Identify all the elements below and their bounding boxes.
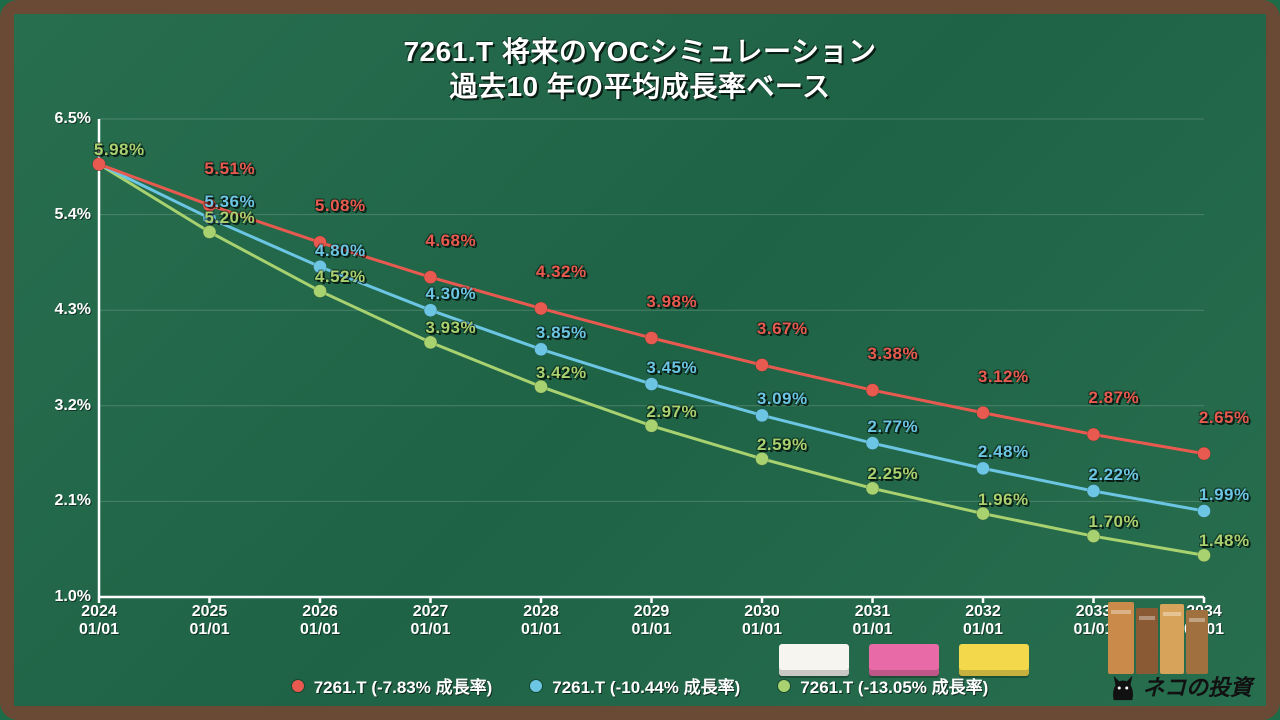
x-tick-label: 203001/01 (742, 603, 782, 640)
legend-item: 7261.T (-13.05% 成長率) (778, 673, 988, 698)
brand-badge: ネコの投資 (1108, 670, 1252, 702)
x-tick-label: 203201/01 (963, 603, 1003, 640)
data-label: 3.42% (536, 363, 587, 383)
legend-label: 7261.T (-10.44% 成長率) (552, 673, 740, 698)
data-label: 2.59% (757, 435, 808, 455)
eraser-decoration (869, 644, 939, 676)
chart-legend: 7261.T (-7.83% 成長率) 7261.T (-10.44% 成長率) 7… (14, 673, 1266, 698)
x-tick-label: 202701/01 (410, 603, 450, 640)
cat-icon (1108, 672, 1138, 702)
eraser-decoration (959, 644, 1029, 676)
legend-item: 7261.T (-10.44% 成長率) (530, 673, 740, 698)
title-line1: 7261.T 将来のYOCシミュレーション (14, 34, 1266, 69)
eraser-decoration (779, 644, 849, 676)
data-label: 4.30% (425, 284, 476, 304)
books-decoration (1106, 599, 1211, 674)
x-tick-label: 202901/01 (631, 603, 671, 640)
x-tick-label: 203101/01 (852, 603, 892, 640)
data-label: 5.08% (315, 196, 366, 216)
data-label: 2.87% (1088, 388, 1139, 408)
data-label: 1.70% (1088, 512, 1139, 532)
data-label: 1.96% (978, 490, 1029, 510)
data-label: 5.98% (94, 140, 145, 160)
x-tick-label: 202501/01 (189, 603, 229, 640)
data-label: 3.67% (757, 319, 808, 339)
brand-text: ネコの投資 (1142, 670, 1252, 702)
title-line2: 過去10 年の平均成長率ベース (14, 69, 1266, 104)
data-label: 3.12% (978, 367, 1029, 387)
data-label: 5.51% (204, 159, 255, 179)
y-tick-label: 2.1% (55, 492, 91, 510)
data-label: 2.25% (867, 464, 918, 484)
chart-plot-area: 1.0%2.1%3.2%4.3%5.4%6.5%202401/01202501/… (99, 119, 1204, 597)
data-label: 3.09% (757, 389, 808, 409)
data-label: 2.22% (1088, 465, 1139, 485)
x-tick-label: 202401/01 (79, 603, 119, 640)
x-tick-label: 202801/01 (521, 603, 561, 640)
data-label: 2.97% (646, 402, 697, 422)
x-tick-label: 202601/01 (300, 603, 340, 640)
data-label: 1.99% (1199, 485, 1250, 505)
data-label: 4.52% (315, 267, 366, 287)
data-label: 3.98% (646, 292, 697, 312)
y-tick-label: 5.4% (55, 206, 91, 224)
data-label: 2.65% (1199, 408, 1250, 428)
data-label: 3.38% (867, 344, 918, 364)
data-label: 2.77% (867, 417, 918, 437)
legend-label: 7261.T (-7.83% 成長率) (314, 673, 493, 698)
data-label: 5.36% (204, 192, 255, 212)
data-label: 3.45% (646, 358, 697, 378)
y-tick-label: 6.5% (55, 110, 91, 128)
data-label: 4.80% (315, 241, 366, 261)
data-label: 1.48% (1199, 531, 1250, 551)
legend-dot-icon (778, 680, 790, 692)
data-label: 4.68% (425, 231, 476, 251)
data-label: 3.85% (536, 323, 587, 343)
data-label: 2.48% (978, 442, 1029, 462)
chart-title: 7261.T 将来のYOCシミュレーション 過去10 年の平均成長率ベース (14, 34, 1266, 104)
legend-dot-icon (530, 680, 542, 692)
data-label: 4.32% (536, 262, 587, 282)
legend-label: 7261.T (-13.05% 成長率) (800, 673, 988, 698)
y-tick-label: 3.2% (55, 397, 91, 415)
legend-item: 7261.T (-7.83% 成長率) (292, 673, 493, 698)
data-label: 3.93% (425, 318, 476, 338)
legend-dot-icon (292, 680, 304, 692)
y-tick-label: 4.3% (55, 301, 91, 319)
